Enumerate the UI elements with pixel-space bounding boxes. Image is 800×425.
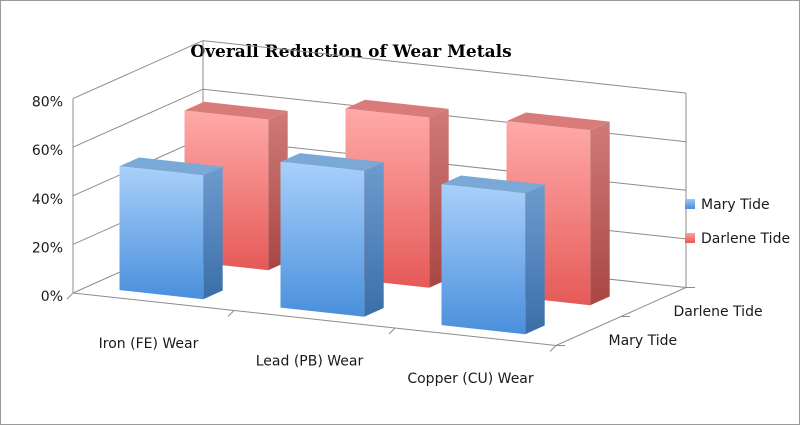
x-tick-mark [388, 327, 396, 335]
bars-front-row [119, 153, 545, 335]
chart-walls [66, 40, 695, 352]
y-tick-label: 40% [32, 192, 63, 208]
legend-item-mary-tide: Mary Tide [685, 197, 770, 213]
y-tick-label: 20% [32, 240, 63, 256]
y-tick-label: 80% [32, 95, 63, 111]
y-tick-label: 60% [32, 143, 63, 159]
depth-tick-label: Mary Tide [609, 333, 678, 349]
legend-swatch-darlene-tide [685, 233, 695, 243]
bar-side [203, 166, 223, 300]
bar-side [590, 121, 610, 306]
x-tick-mark [227, 310, 235, 317]
bar-top [280, 153, 384, 171]
y-tick-label: 0% [41, 289, 63, 305]
bar-mary-tide-lead-pb-wear [280, 153, 384, 317]
x-tick-label: Iron (FE) Wear [99, 336, 199, 352]
x-tick-mark [549, 345, 557, 352]
bar-mary-tide-copper-cu-wear [441, 175, 545, 335]
chart-title: Overall Reduction of Wear Metals [190, 42, 511, 62]
legend: Mary Tide Darlene Tide [685, 197, 790, 247]
bar-top [441, 175, 545, 194]
axis-labels: 0% 20% 40% 60% 80% Iron (FE) Wear Lead (PB) We… [32, 95, 763, 387]
bar-front [280, 161, 365, 317]
bar-side [364, 162, 384, 317]
bar-side [525, 184, 545, 335]
bar-mary-tide-iron-fe-wear [119, 157, 223, 300]
x-tick-mark [66, 292, 74, 300]
legend-label-mary-tide: Mary Tide [701, 197, 770, 213]
depth-tick-label: Darlene Tide [674, 304, 763, 320]
bar-top [345, 99, 449, 118]
legend-item-darlene-tide: Darlene Tide [685, 231, 790, 247]
bar-front [441, 184, 526, 335]
bar-front [119, 166, 204, 300]
x-tick-label: Lead (PB) Wear [256, 353, 364, 369]
bar-top [506, 112, 610, 131]
bars-back-row [184, 99, 610, 306]
x-tick-label: Copper (CU) Wear [407, 371, 534, 387]
legend-swatch-mary-tide [685, 199, 695, 209]
legend-label-darlene-tide: Darlene Tide [701, 231, 790, 247]
bar-top [119, 157, 223, 176]
bar-top [184, 101, 288, 120]
